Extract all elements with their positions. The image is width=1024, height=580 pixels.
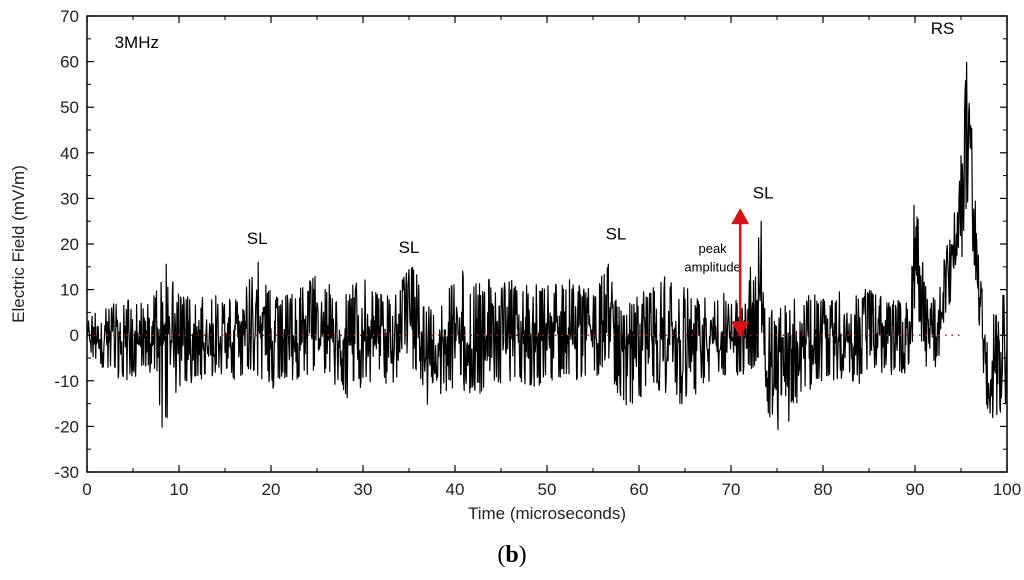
caption-letter: b <box>505 542 519 568</box>
y-tick-label: 50 <box>60 98 79 117</box>
y-tick-label: -20 <box>54 417 79 436</box>
annotation-label: amplitude <box>684 259 740 274</box>
x-tick-label: 70 <box>722 480 741 499</box>
signal-trace <box>86 61 1008 431</box>
x-tick-label: 50 <box>538 480 557 499</box>
peak-amplitude-arrow <box>731 208 750 338</box>
annotation-label: 3MHz <box>115 33 159 52</box>
y-tick-label: 20 <box>60 235 79 254</box>
plot-frame <box>86 15 1008 473</box>
x-tick-label: 80 <box>814 480 833 499</box>
arrow-head-up <box>731 208 750 225</box>
caption-open: ( <box>497 542 506 568</box>
annotation-label: SL <box>247 229 268 248</box>
x-axis-title: Time (microseconds) <box>468 504 626 523</box>
y-tick-label: 10 <box>60 281 79 300</box>
y-tick-label: 60 <box>60 53 79 72</box>
axis-tick-labels: 0 10 20 30 40 50 60 70 80 90 100 -30 -20 -10 0 10 20 30 40… <box>54 7 1021 499</box>
x-tick-label: 30 <box>354 480 373 499</box>
signal-polyline <box>86 61 1008 431</box>
annotation-label: SL <box>753 183 774 202</box>
annotation-label: SL <box>606 224 627 243</box>
caption-close: ) <box>518 542 527 568</box>
arrow-head-down <box>731 321 750 338</box>
x-tick-label: 0 <box>82 480 91 499</box>
annotations: 3MHz SL SL SL SL RS peak amplitude <box>115 19 955 274</box>
x-tick-label: 100 <box>993 480 1021 499</box>
y-tick-label: 0 <box>70 326 79 345</box>
annotation-label: peak <box>698 241 727 256</box>
y-axis-title: Electric Field (mV/m) <box>9 165 28 323</box>
y-tick-label: 70 <box>60 7 79 26</box>
y-tick-label: -30 <box>54 463 79 482</box>
annotation-label: RS <box>931 19 955 38</box>
x-tick-label: 10 <box>170 480 189 499</box>
figure-caption: (b) <box>0 542 1024 569</box>
x-tick-label: 40 <box>446 480 465 499</box>
x-tick-label: 90 <box>906 480 925 499</box>
chart: 0 10 20 30 40 50 60 70 80 90 100 -30 -20 -10 0 10 20 30 40… <box>9 7 1021 523</box>
annotation-label: SL <box>399 238 420 257</box>
x-tick-label: 60 <box>630 480 649 499</box>
y-tick-label: 30 <box>60 189 79 208</box>
y-tick-label: 40 <box>60 144 79 163</box>
axis-ticks <box>86 15 1008 473</box>
x-tick-label: 20 <box>262 480 281 499</box>
y-tick-label: -10 <box>54 372 79 391</box>
